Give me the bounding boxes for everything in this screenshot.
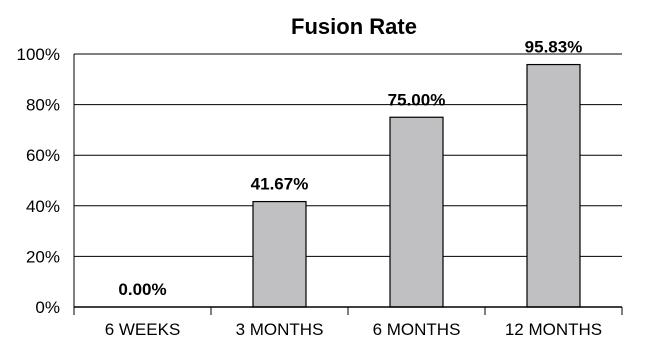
data-label: 75.00%	[388, 90, 446, 109]
data-labels: 0.00% 41.67% 75.00% 95.83%	[118, 38, 582, 299]
x-tick-label: 12 MONTHS	[505, 320, 602, 339]
bars	[252, 63, 581, 308]
y-tick-label: 100%	[17, 45, 60, 64]
chart-title: Fusion Rate	[291, 14, 417, 39]
x-tick-label: 6 MONTHS	[373, 320, 461, 339]
bar	[389, 116, 444, 308]
x-tick-label: 3 MONTHS	[236, 320, 324, 339]
data-label: 41.67%	[251, 175, 309, 194]
y-tick-label: 60%	[26, 146, 60, 165]
bar	[252, 200, 307, 308]
y-tick-label: 20%	[26, 247, 60, 266]
y-tick-label: 40%	[26, 197, 60, 216]
y-tick-label: 0%	[35, 298, 60, 317]
bar	[526, 63, 581, 308]
data-label: 95.83%	[525, 38, 583, 57]
y-tick-label: 80%	[26, 96, 60, 115]
axes: 0% 20% 40% 60% 80% 100% 6 WEEKS 3 MONTHS 6 MONTH…	[17, 45, 623, 339]
x-tick-label: 6 WEEKS	[105, 320, 181, 339]
data-label: 0.00%	[118, 280, 166, 299]
